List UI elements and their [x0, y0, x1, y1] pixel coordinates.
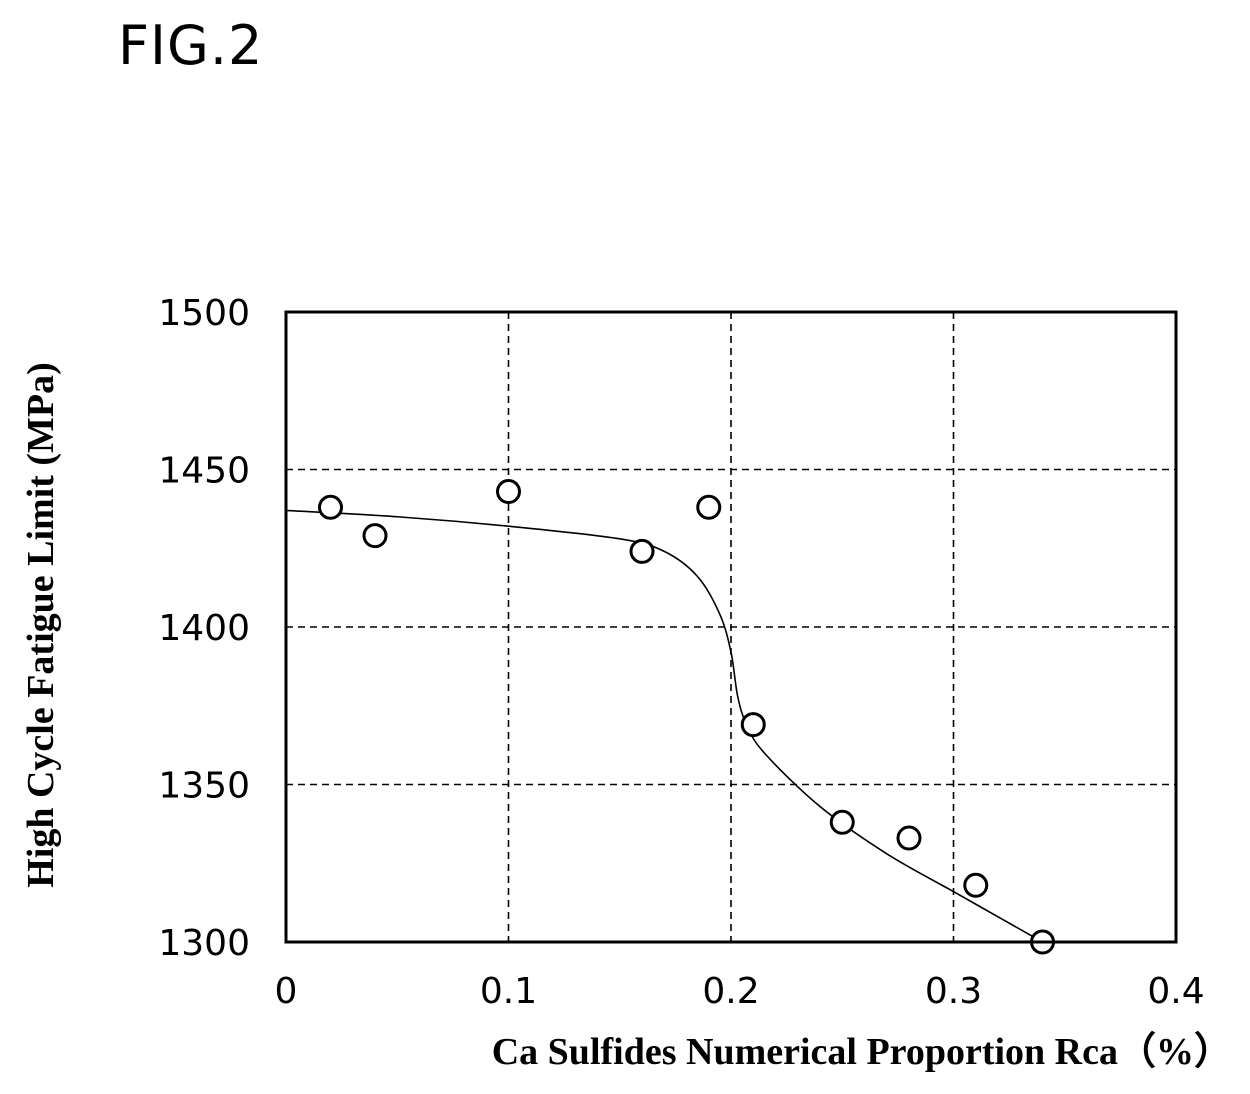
data-point	[629, 538, 655, 564]
trend-line	[285, 509, 1043, 943]
plot-frame	[284, 310, 1178, 944]
x-tick-label: 0.2	[702, 971, 759, 1012]
figure-label: FIG.2	[118, 14, 264, 77]
x-tick-label: 0.3	[925, 971, 982, 1012]
data-points	[318, 479, 1055, 955]
x-tick-label: 0.1	[480, 971, 537, 1012]
y-tick-label: 1400	[158, 608, 250, 649]
x-tick-label: 0	[275, 971, 298, 1012]
y-tick-label: 1500	[158, 293, 250, 334]
x-tick-label: 0.4	[1147, 971, 1204, 1012]
data-point	[496, 479, 521, 505]
data-point	[696, 494, 722, 520]
grid-lines	[286, 312, 1176, 942]
x-axis-title: Ca Sulfides Numerical Proportion Rca（%）	[492, 1031, 1232, 1073]
data-point	[829, 809, 855, 835]
y-tick-label: 1300	[158, 923, 250, 964]
y-tick-label: 1450	[158, 451, 250, 492]
data-point	[318, 494, 343, 520]
y-tick-label: 1350	[158, 766, 250, 807]
y-axis-title: High Cycle Fatigue Limit (MPa)	[20, 362, 62, 888]
data-point	[896, 825, 922, 851]
data-point	[740, 712, 766, 738]
y-tick-labels: 1300 1350 1400 1450 1500	[158, 293, 250, 964]
x-tick-labels: 0 0.1 0.2 0.3 0.4	[275, 971, 1205, 1012]
data-point	[362, 523, 388, 549]
data-point	[963, 872, 989, 898]
